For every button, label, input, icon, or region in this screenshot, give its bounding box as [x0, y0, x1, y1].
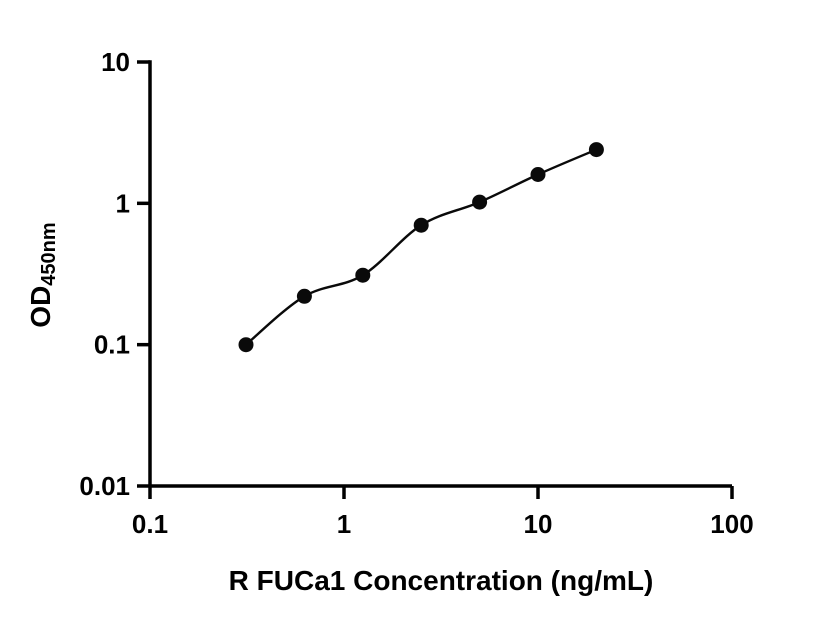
- x-tick-label: 0.1: [132, 509, 168, 539]
- data-point: [296, 288, 312, 304]
- x-tick-label: 10: [524, 509, 553, 539]
- y-tick-label: 10: [101, 47, 130, 77]
- x-tick-label: 100: [710, 509, 753, 539]
- y-axis-title-subscript: 450nm: [38, 222, 60, 285]
- data-point: [530, 167, 546, 182]
- x-axis-title: R FUCa1 Concentration (ng/mL): [229, 565, 654, 596]
- y-axis-title: OD450nm: [25, 222, 60, 327]
- data-point: [413, 217, 429, 233]
- data-point: [238, 337, 254, 353]
- y-tick-label: 1: [116, 188, 130, 218]
- y-axis-title-main: OD: [25, 286, 56, 328]
- data-point: [355, 267, 371, 283]
- data-point: [472, 194, 488, 210]
- x-tick-label: 1: [337, 509, 351, 539]
- data-point: [588, 142, 604, 158]
- y-tick-label: 0.1: [94, 330, 130, 360]
- y-tick-label: 0.01: [79, 471, 130, 501]
